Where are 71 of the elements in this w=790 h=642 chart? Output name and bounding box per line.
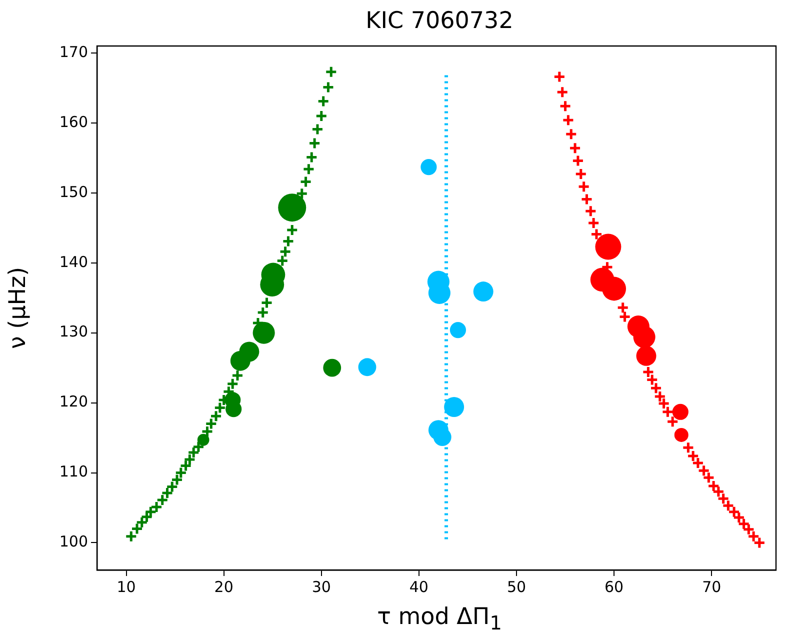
point xyxy=(324,66,338,78)
point xyxy=(124,530,138,543)
point xyxy=(300,175,312,188)
point xyxy=(187,446,200,459)
point xyxy=(553,70,566,84)
y-axis-title: ν (μHz) xyxy=(5,266,31,350)
x-tick-label: 50 xyxy=(506,578,526,596)
chart-title: KIC 7060732 xyxy=(364,8,514,34)
point xyxy=(144,506,157,518)
point xyxy=(559,100,572,112)
point xyxy=(136,516,148,529)
point xyxy=(556,86,569,98)
point xyxy=(180,460,192,472)
point xyxy=(616,301,630,314)
point xyxy=(140,510,154,524)
point xyxy=(578,180,590,193)
point xyxy=(580,192,593,206)
point xyxy=(562,114,574,126)
point xyxy=(305,150,318,164)
x-tick-label: 70 xyxy=(702,578,722,596)
x-tick-label: 60 xyxy=(604,578,624,596)
x-axis-title: τ mod ΔΠ$_{1}$ xyxy=(376,604,503,635)
point xyxy=(618,310,632,323)
point xyxy=(311,123,324,136)
point xyxy=(200,425,214,438)
point xyxy=(183,453,196,466)
point xyxy=(584,204,597,218)
point xyxy=(170,474,184,486)
point xyxy=(166,480,178,493)
y-tick-label: 150 xyxy=(59,182,88,201)
point xyxy=(315,110,328,122)
x-tick-label: 40 xyxy=(409,578,428,596)
point xyxy=(226,378,239,390)
y-tick-label: 140 xyxy=(59,252,88,271)
point xyxy=(282,234,294,248)
point xyxy=(160,486,174,500)
point xyxy=(192,440,205,454)
point xyxy=(279,245,292,258)
point xyxy=(308,136,321,150)
y-tick-label: 170 xyxy=(59,42,88,61)
y-tick-label: 160 xyxy=(59,112,88,131)
point xyxy=(260,296,273,310)
point xyxy=(564,128,578,140)
x-tick-label: 30 xyxy=(312,578,331,596)
point xyxy=(204,418,218,430)
point xyxy=(590,228,603,240)
point xyxy=(231,369,244,382)
point xyxy=(302,162,315,176)
point xyxy=(572,154,584,167)
point xyxy=(568,142,582,154)
point xyxy=(156,494,169,506)
x-tick-label: 20 xyxy=(214,578,234,596)
point xyxy=(150,500,163,514)
point xyxy=(296,187,308,200)
point xyxy=(317,95,330,108)
point xyxy=(210,410,222,422)
point xyxy=(666,415,679,428)
y-tick-label: 100 xyxy=(59,532,88,551)
point xyxy=(214,401,226,414)
x-tick-label: 10 xyxy=(116,578,136,596)
y-tick-label: 130 xyxy=(59,322,88,341)
y-tick-label: 120 xyxy=(59,392,88,411)
y-tick-label: 110 xyxy=(59,462,88,481)
point xyxy=(574,168,588,180)
point xyxy=(286,224,298,236)
point xyxy=(130,522,144,535)
point xyxy=(256,306,270,319)
point xyxy=(322,81,334,94)
point xyxy=(276,254,289,268)
point xyxy=(174,466,188,480)
point xyxy=(587,216,600,230)
